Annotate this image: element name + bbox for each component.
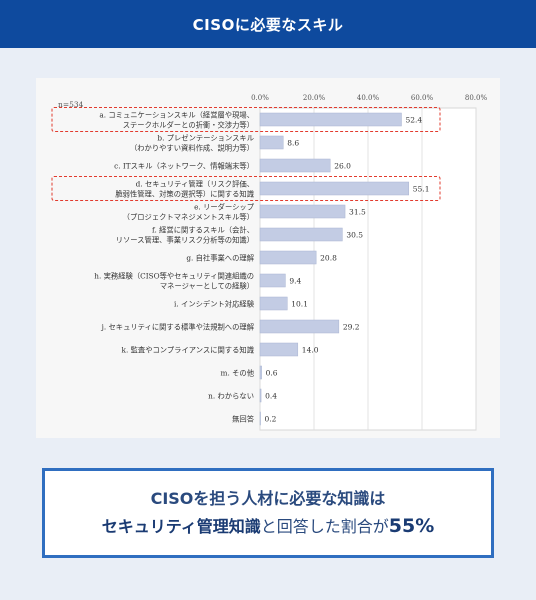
summary-box: CISOを担う人材に必要な知識は セキュリティ管理知識と回答した割合が55% <box>42 468 494 558</box>
summary-line-1: CISOを担う人材に必要な知識は <box>150 488 386 508</box>
bar <box>259 250 317 265</box>
bar <box>259 112 402 127</box>
category-label: 脆弱性管理、対策の選択等）に関する知識 <box>115 190 254 199</box>
bar <box>259 365 262 380</box>
bar-chart: 0.0% 20.0% 40.0% 60.0% 80.0% n=534 52.4 a. コミュニ… <box>51 94 488 431</box>
summary-mid-text: と回答した割合が <box>260 516 389 536</box>
category-label: ステークホルダーとの折衝・交渉力等） <box>123 121 254 130</box>
value-label: 9.4 <box>289 277 301 286</box>
category-label: a. コミュニケーションスキル（経営層や現場、 <box>99 111 254 120</box>
summary-percentage: 55% <box>388 514 435 537</box>
value-label: 31.5 <box>349 208 366 217</box>
value-label: 52.4 <box>405 116 422 125</box>
bar <box>259 342 299 357</box>
bar <box>259 388 262 403</box>
value-label: 55.1 <box>413 185 430 194</box>
category-label: k. 監査やコンプライアンスに関する知識 <box>122 346 254 355</box>
category-label: d. セキュリティ管理（リスク評価、 <box>136 180 254 189</box>
x-tick-label: 0.0% <box>251 94 269 102</box>
page-title: CISOに必要なスキル <box>192 15 344 34</box>
chart-card: 0.0% 20.0% 40.0% 60.0% 80.0% n=534 52.4 a. コミュニ… <box>36 78 500 438</box>
category-label: g. 自社事業への理解 <box>186 254 254 263</box>
value-label: 10.1 <box>291 300 308 309</box>
x-tick-label: 60.0% <box>411 94 434 102</box>
sample-size-label: n=534 <box>58 100 84 109</box>
bar <box>259 411 261 426</box>
category-label: c. ITスキル（ネットワーク、情報端末等） <box>114 162 254 171</box>
category-label: 無回答 <box>232 415 255 424</box>
header-bar: CISOに必要なスキル <box>0 0 536 48</box>
category-label: m. その他 <box>221 369 255 378</box>
x-tick-label: 80.0% <box>465 94 488 102</box>
bar <box>259 296 288 311</box>
category-label: i. インシデント対応経験 <box>174 300 255 309</box>
category-label: リソース管理、事業リスク分析等の知識） <box>116 236 254 245</box>
x-tick-label: 40.0% <box>357 94 380 102</box>
category-label: n. わからない <box>208 392 254 401</box>
highlight-outline <box>51 176 441 201</box>
highlight-outline <box>51 107 441 132</box>
summary-line-2: セキュリティ管理知識と回答した割合が55% <box>102 512 435 541</box>
bar <box>259 204 346 219</box>
value-label: 20.8 <box>320 254 337 263</box>
category-label: h. 実務経験（CISO等やセキュリティ関連組織の <box>94 272 254 281</box>
value-label: 8.6 <box>287 139 299 148</box>
bar <box>259 227 343 242</box>
value-label: 0.2 <box>265 415 277 424</box>
summary-highlight-text: セキュリティ管理知識 <box>101 516 261 536</box>
x-tick-label: 20.0% <box>303 94 326 102</box>
value-label: 0.4 <box>265 392 277 401</box>
bar <box>259 135 284 150</box>
bar <box>259 319 340 334</box>
value-label: 26.0 <box>334 162 351 171</box>
bar <box>259 181 410 196</box>
category-label: b. プレゼンテーションスキル <box>157 134 254 143</box>
category-label: e. リーダーシップ <box>194 203 255 212</box>
value-label: 14.0 <box>302 346 319 355</box>
category-label: f. 経営に関するスキル（会計、 <box>152 226 254 235</box>
category-label: マネージャーとしての経験） <box>160 282 254 291</box>
value-label: 30.5 <box>346 231 363 240</box>
bar <box>259 158 331 173</box>
category-label: （わかりやすい資料作成、説明力等） <box>130 144 254 153</box>
category-label: （プロジェクトマネジメントスキル等） <box>123 213 254 222</box>
value-label: 29.2 <box>343 323 360 332</box>
bar <box>259 273 286 288</box>
category-label: j. セキュリティに関する標準や法規制への理解 <box>101 323 254 332</box>
value-label: 0.6 <box>266 369 278 378</box>
